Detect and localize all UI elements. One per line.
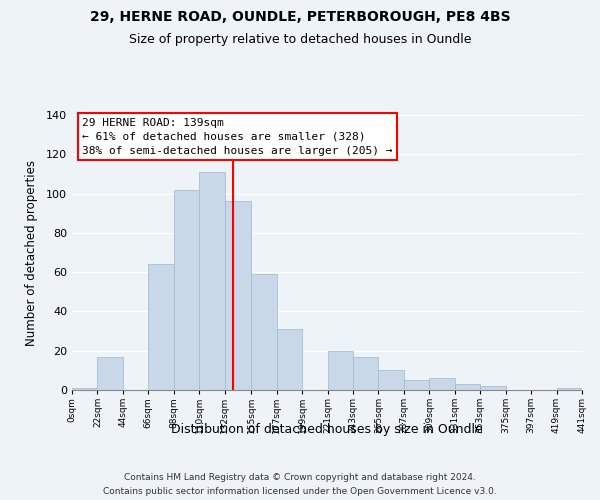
Bar <box>404 380 430 390</box>
Text: Size of property relative to detached houses in Oundle: Size of property relative to detached ho… <box>129 32 471 46</box>
Bar <box>277 329 302 390</box>
Text: Contains public sector information licensed under the Open Government Licence v3: Contains public sector information licen… <box>103 488 497 496</box>
Text: Contains HM Land Registry data © Crown copyright and database right 2024.: Contains HM Land Registry data © Crown c… <box>124 472 476 482</box>
Text: Distribution of detached houses by size in Oundle: Distribution of detached houses by size … <box>171 422 483 436</box>
Bar <box>353 356 379 390</box>
Bar <box>251 274 277 390</box>
Bar <box>379 370 404 390</box>
Y-axis label: Number of detached properties: Number of detached properties <box>25 160 38 346</box>
Bar <box>455 384 480 390</box>
Bar <box>224 202 251 390</box>
Bar <box>199 172 224 390</box>
Text: 29, HERNE ROAD, OUNDLE, PETERBOROUGH, PE8 4BS: 29, HERNE ROAD, OUNDLE, PETERBOROUGH, PE… <box>89 10 511 24</box>
Bar <box>72 388 97 390</box>
Bar <box>328 350 353 390</box>
Bar <box>148 264 174 390</box>
Bar <box>430 378 455 390</box>
Bar <box>97 356 123 390</box>
Text: 29 HERNE ROAD: 139sqm
← 61% of detached houses are smaller (328)
38% of semi-det: 29 HERNE ROAD: 139sqm ← 61% of detached … <box>82 118 392 156</box>
Bar <box>480 386 506 390</box>
Bar <box>557 388 582 390</box>
Bar <box>174 190 199 390</box>
